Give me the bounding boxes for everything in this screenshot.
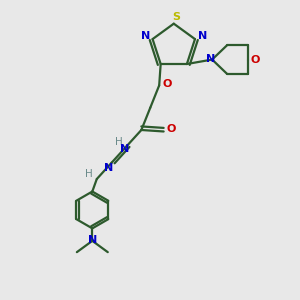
Text: N: N bbox=[88, 235, 97, 245]
Text: H: H bbox=[115, 137, 123, 147]
Text: N: N bbox=[140, 31, 150, 41]
Text: S: S bbox=[173, 12, 181, 22]
Text: O: O bbox=[163, 79, 172, 89]
Text: N: N bbox=[198, 31, 207, 41]
Text: O: O bbox=[167, 124, 176, 134]
Text: N: N bbox=[206, 54, 215, 64]
Text: N: N bbox=[120, 144, 130, 154]
Text: N: N bbox=[104, 163, 113, 173]
Text: H: H bbox=[85, 169, 92, 179]
Text: O: O bbox=[250, 55, 260, 64]
